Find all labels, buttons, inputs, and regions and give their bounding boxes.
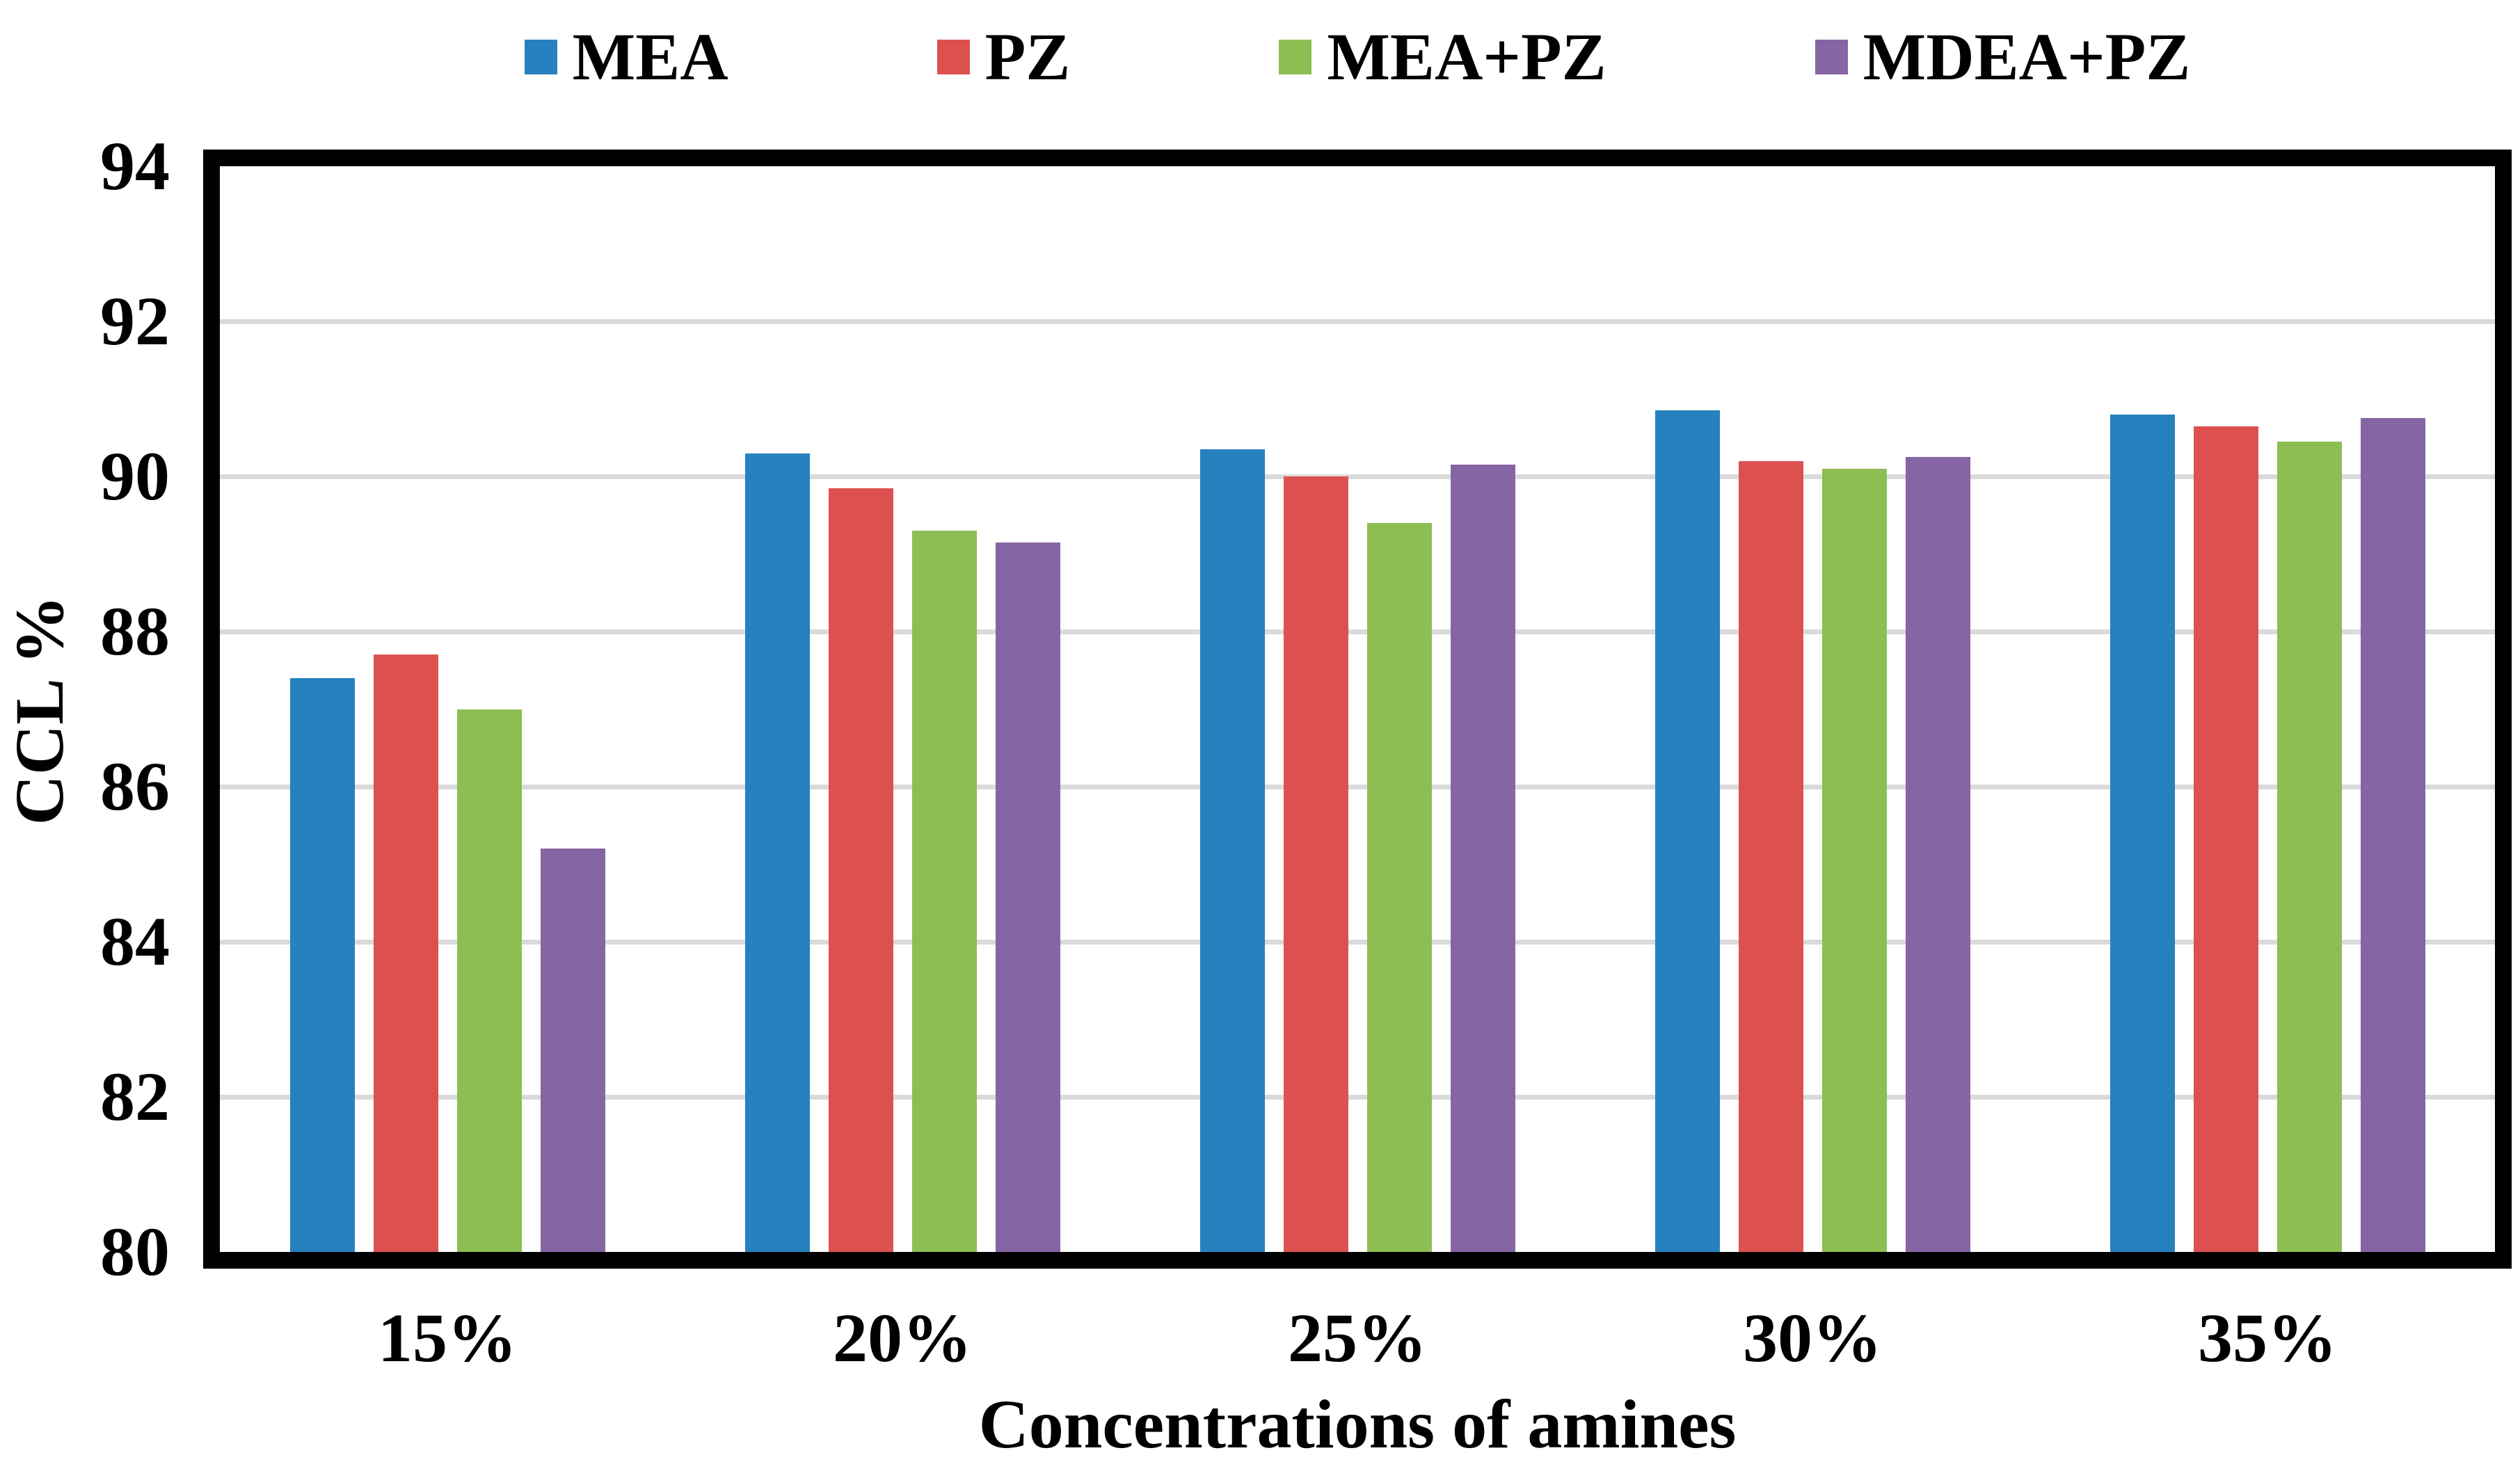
gridline xyxy=(220,474,2495,479)
x-tick-label: 35% xyxy=(2198,1299,2337,1376)
bar-group-20% xyxy=(675,166,1130,1252)
bar-mea+pz-25% xyxy=(1366,522,1432,1252)
bar-mdea+pz-20% xyxy=(995,542,1060,1252)
bar-mea-15% xyxy=(289,677,355,1252)
legend-label: MEA+PZ xyxy=(1327,19,1606,94)
bar-pz-20% xyxy=(828,488,893,1252)
bar-groups xyxy=(220,166,2495,1252)
x-axis-title: Concentrations of amines xyxy=(978,1385,1737,1463)
y-tick-label: 82 xyxy=(100,1058,170,1135)
gridline xyxy=(220,1095,2495,1100)
y-tick-label: 90 xyxy=(100,437,170,515)
legend-item-mea: MEA xyxy=(524,12,728,102)
legend-label: PZ xyxy=(984,19,1071,94)
bar-mea-30% xyxy=(1654,410,1720,1252)
gridline xyxy=(220,629,2495,634)
plot-frame xyxy=(203,150,2512,1269)
bar-mdea+pz-35% xyxy=(2360,418,2425,1252)
y-axis-title: CCL % xyxy=(1,595,78,826)
legend-swatch-icon xyxy=(1815,40,1848,74)
bar-mdea+pz-30% xyxy=(1905,457,1970,1252)
legend-swatch-icon xyxy=(936,40,970,74)
y-tick-label: 88 xyxy=(100,593,170,670)
bar-mea-35% xyxy=(2110,414,2175,1252)
y-tick-label: 84 xyxy=(100,903,170,980)
plot-area xyxy=(220,166,2495,1252)
bar-mdea+pz-25% xyxy=(1450,465,1515,1252)
bar-group-35% xyxy=(2040,166,2495,1252)
bar-mea-25% xyxy=(1199,449,1265,1252)
gridline xyxy=(220,784,2495,789)
bar-mdea+pz-15% xyxy=(540,849,605,1252)
legend-label: MEA xyxy=(572,19,728,94)
bar-group-25% xyxy=(1130,166,1585,1252)
bar-pz-15% xyxy=(373,654,438,1252)
legend: MEA PZ MEA+PZ MDEA+PZ xyxy=(203,8,2512,106)
y-tick-label: 94 xyxy=(100,127,170,204)
gridline xyxy=(220,940,2495,945)
y-tick-label: 92 xyxy=(100,282,170,360)
bar-mea+pz-35% xyxy=(2276,441,2342,1252)
x-tick-label: 25% xyxy=(1288,1299,1427,1376)
bar-pz-35% xyxy=(2193,426,2258,1252)
legend-label: MDEA+PZ xyxy=(1863,19,2191,94)
legend-item-mea+pz: MEA+PZ xyxy=(1279,12,1606,102)
bar-mea+pz-20% xyxy=(911,531,977,1252)
bar-mea+pz-15% xyxy=(456,709,522,1252)
y-tick-label: 86 xyxy=(100,748,170,825)
x-tick-label: 30% xyxy=(1743,1299,1882,1376)
legend-item-pz: PZ xyxy=(936,12,1071,102)
bar-mea+pz-30% xyxy=(1821,468,1887,1252)
legend-swatch-icon xyxy=(1279,40,1312,74)
bar-group-15% xyxy=(220,166,675,1252)
x-tick-label: 20% xyxy=(833,1299,972,1376)
x-tick-label: 15% xyxy=(378,1299,517,1376)
gridline xyxy=(220,319,2495,324)
bar-pz-25% xyxy=(1283,476,1348,1252)
bar-group-30% xyxy=(1585,166,2040,1252)
legend-item-mdea+pz: MDEA+PZ xyxy=(1815,12,2191,102)
bar-pz-30% xyxy=(1738,460,1803,1252)
y-tick-label: 80 xyxy=(100,1213,170,1290)
legend-swatch-icon xyxy=(524,40,557,74)
bar-mea-20% xyxy=(744,453,810,1252)
